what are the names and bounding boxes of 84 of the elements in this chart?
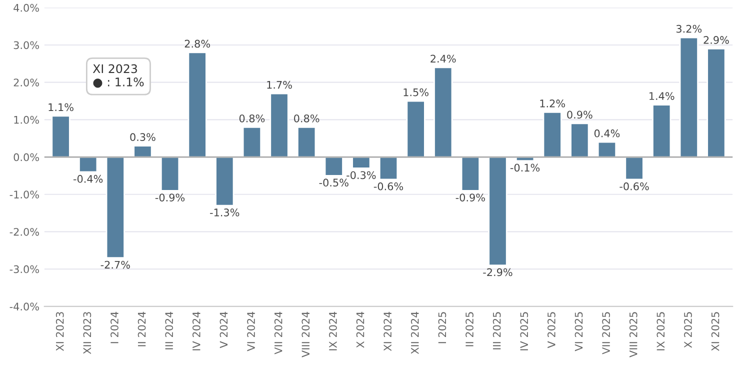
annotation: XI 2023 ● : 1.1% bbox=[92, 64, 144, 88]
y-tick-label: -4.0% bbox=[10, 302, 39, 311]
data-label: 2.8% bbox=[184, 40, 210, 48]
y-tick-label: 1.0% bbox=[14, 116, 39, 124]
x-tick-label: XI 2025 bbox=[711, 312, 720, 351]
bar bbox=[378, 156, 398, 180]
y-tick-label: 4.0% bbox=[14, 4, 39, 12]
x-tick-label: IX 2024 bbox=[329, 312, 337, 350]
data-label: -0.6% bbox=[374, 182, 404, 190]
y-tick-label: 2.0% bbox=[14, 78, 39, 86]
bar bbox=[460, 156, 480, 192]
data-label: 0.8% bbox=[239, 114, 265, 122]
bar bbox=[78, 156, 98, 173]
x-tick-label: II 2025 bbox=[466, 312, 474, 346]
data-label: -0.9% bbox=[456, 194, 485, 202]
bar bbox=[624, 156, 644, 180]
bar bbox=[188, 52, 207, 158]
data-label: 2.9% bbox=[704, 36, 729, 44]
bar bbox=[270, 92, 289, 158]
bar bbox=[652, 104, 672, 158]
bar bbox=[679, 36, 698, 158]
x-tick-label: II 2024 bbox=[138, 312, 146, 346]
data-label: 2.4% bbox=[430, 54, 456, 63]
x-tick-label: XI 2023 bbox=[56, 312, 64, 351]
data-label: -0.5% bbox=[319, 178, 348, 187]
bar bbox=[160, 156, 180, 192]
x-tick-label: XII 2023 bbox=[83, 312, 92, 354]
data-label: -0.3% bbox=[346, 171, 376, 180]
bar bbox=[51, 115, 70, 158]
data-label: 1.1% bbox=[48, 103, 74, 112]
x-tick-label: VI 2025 bbox=[574, 312, 583, 352]
y-tick-label: 0.0% bbox=[14, 153, 39, 162]
x-tick-label: IV 2025 bbox=[520, 312, 528, 350]
data-label: 3.2% bbox=[676, 24, 702, 33]
x-tick-label: IV 2024 bbox=[192, 312, 200, 350]
data-label: -0.6% bbox=[620, 182, 649, 190]
x-tick-label: I 2025 bbox=[438, 312, 446, 344]
data-label: 1.7% bbox=[267, 80, 292, 89]
bar bbox=[706, 48, 726, 158]
data-label: 0.3% bbox=[130, 133, 156, 142]
data-label: 1.5% bbox=[404, 88, 428, 96]
x-tick-label: VII 2025 bbox=[602, 312, 610, 354]
y-tick-label: -3.0% bbox=[10, 265, 39, 274]
data-label: -0.9% bbox=[155, 194, 185, 202]
x-tick-label: VI 2024 bbox=[247, 312, 255, 352]
x-tick-label: V 2024 bbox=[220, 312, 228, 348]
x-tick-label: V 2025 bbox=[548, 312, 556, 348]
bar bbox=[215, 156, 234, 206]
x-tick-label: I 2024 bbox=[110, 312, 118, 344]
bar bbox=[106, 156, 125, 259]
data-label: 1.4% bbox=[650, 92, 674, 100]
x-tick-label: III 2025 bbox=[492, 312, 501, 350]
bar bbox=[434, 66, 453, 158]
x-tick-label: VIII 2025 bbox=[629, 312, 638, 358]
data-label: -0.4% bbox=[73, 174, 103, 183]
bar bbox=[133, 145, 152, 158]
x-tick-label: X 2025 bbox=[684, 312, 692, 348]
x-tick-label: X 2024 bbox=[356, 312, 364, 348]
x-tick-label: XI 2024 bbox=[384, 312, 392, 351]
bar bbox=[570, 122, 590, 158]
bar bbox=[297, 126, 316, 158]
data-label: 1.2% bbox=[540, 100, 566, 108]
data-label: 0.4% bbox=[594, 129, 620, 138]
x-tick-label: VIII 2024 bbox=[302, 312, 310, 358]
x-tick-label: IX 2025 bbox=[656, 312, 665, 350]
y-tick-label: 3.0% bbox=[14, 41, 39, 50]
data-label: 0.9% bbox=[567, 110, 592, 119]
x-tick-label: VII 2024 bbox=[274, 312, 282, 354]
data-label: -0.1% bbox=[510, 164, 540, 172]
data-label: -2.7% bbox=[100, 260, 130, 269]
x-tick-label: XII 2024 bbox=[410, 312, 419, 354]
bar bbox=[597, 141, 617, 158]
bar bbox=[352, 156, 371, 169]
y-tick-label: -2.0% bbox=[10, 228, 39, 236]
y-tick-label: -1.0% bbox=[10, 190, 39, 198]
x-tick-label: III 2024 bbox=[165, 312, 174, 350]
bar bbox=[542, 112, 562, 158]
bar bbox=[488, 156, 508, 266]
data-label: -1.3% bbox=[210, 208, 240, 216]
data-label: 0.8% bbox=[294, 114, 320, 122]
bar bbox=[242, 126, 262, 158]
data-label: -2.9% bbox=[483, 268, 512, 276]
bar bbox=[406, 100, 426, 158]
bar bbox=[324, 156, 344, 176]
